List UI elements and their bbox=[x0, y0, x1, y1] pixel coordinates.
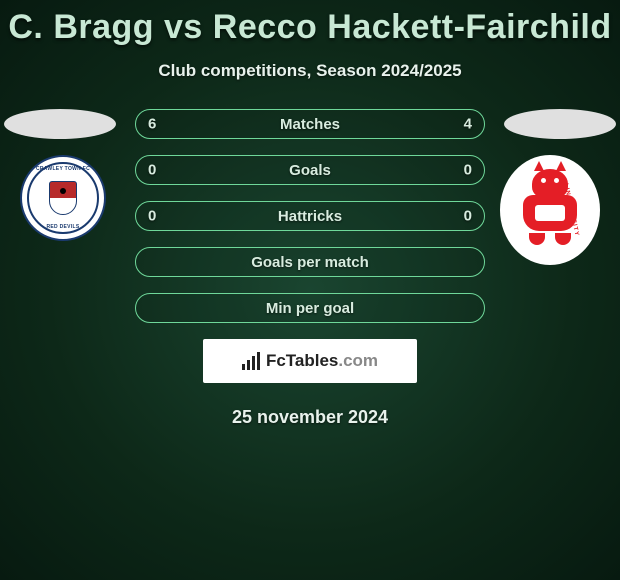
stat-right-value: 0 bbox=[464, 208, 472, 225]
stat-label: Min per goal bbox=[266, 300, 354, 317]
brand-suffix: .com bbox=[338, 351, 378, 370]
stat-right-value: 0 bbox=[464, 162, 472, 179]
club-left-text-top: CRAWLEY TOWN FC bbox=[36, 166, 90, 172]
stat-row: Goals per match bbox=[135, 247, 485, 277]
stat-label: Goals per match bbox=[251, 254, 369, 271]
stat-row: 0 Goals 0 bbox=[135, 155, 485, 185]
imp-icon bbox=[515, 169, 585, 251]
club-badge-left: CRAWLEY TOWN FC RED DEVILS bbox=[20, 155, 106, 241]
stat-label: Goals bbox=[289, 162, 331, 179]
stat-row: 0 Hattricks 0 bbox=[135, 201, 485, 231]
stat-row: Min per goal bbox=[135, 293, 485, 323]
player-right-photo-placeholder bbox=[504, 109, 616, 139]
stat-row: 6 Matches 4 bbox=[135, 109, 485, 139]
stat-right-value: 4 bbox=[464, 116, 472, 133]
club-badge-right: LINCOLN CITY bbox=[500, 155, 600, 265]
stat-left-value: 0 bbox=[148, 208, 156, 225]
stats-column: 6 Matches 4 0 Goals 0 0 Hattricks 0 Goal… bbox=[135, 109, 485, 323]
club-left-text-bot: RED DEVILS bbox=[46, 224, 79, 230]
player-left-photo-placeholder bbox=[4, 109, 116, 139]
attribution-text: FcTables.com bbox=[266, 351, 378, 371]
stat-label: Matches bbox=[280, 116, 340, 133]
bar-chart-icon bbox=[242, 352, 260, 370]
stat-left-value: 0 bbox=[148, 162, 156, 179]
comparison-panel: CRAWLEY TOWN FC RED DEVILS LINCOLN CITY … bbox=[0, 109, 620, 428]
stat-label: Hattricks bbox=[278, 208, 342, 225]
shield-icon bbox=[49, 181, 77, 215]
date-label: 25 november 2024 bbox=[0, 407, 620, 428]
stat-left-value: 6 bbox=[148, 116, 156, 133]
attribution-badge: FcTables.com bbox=[203, 339, 417, 383]
brand-main: FcTables bbox=[266, 351, 338, 370]
page-title: C. Bragg vs Recco Hackett-Fairchild bbox=[0, 0, 620, 47]
subtitle: Club competitions, Season 2024/2025 bbox=[0, 61, 620, 81]
